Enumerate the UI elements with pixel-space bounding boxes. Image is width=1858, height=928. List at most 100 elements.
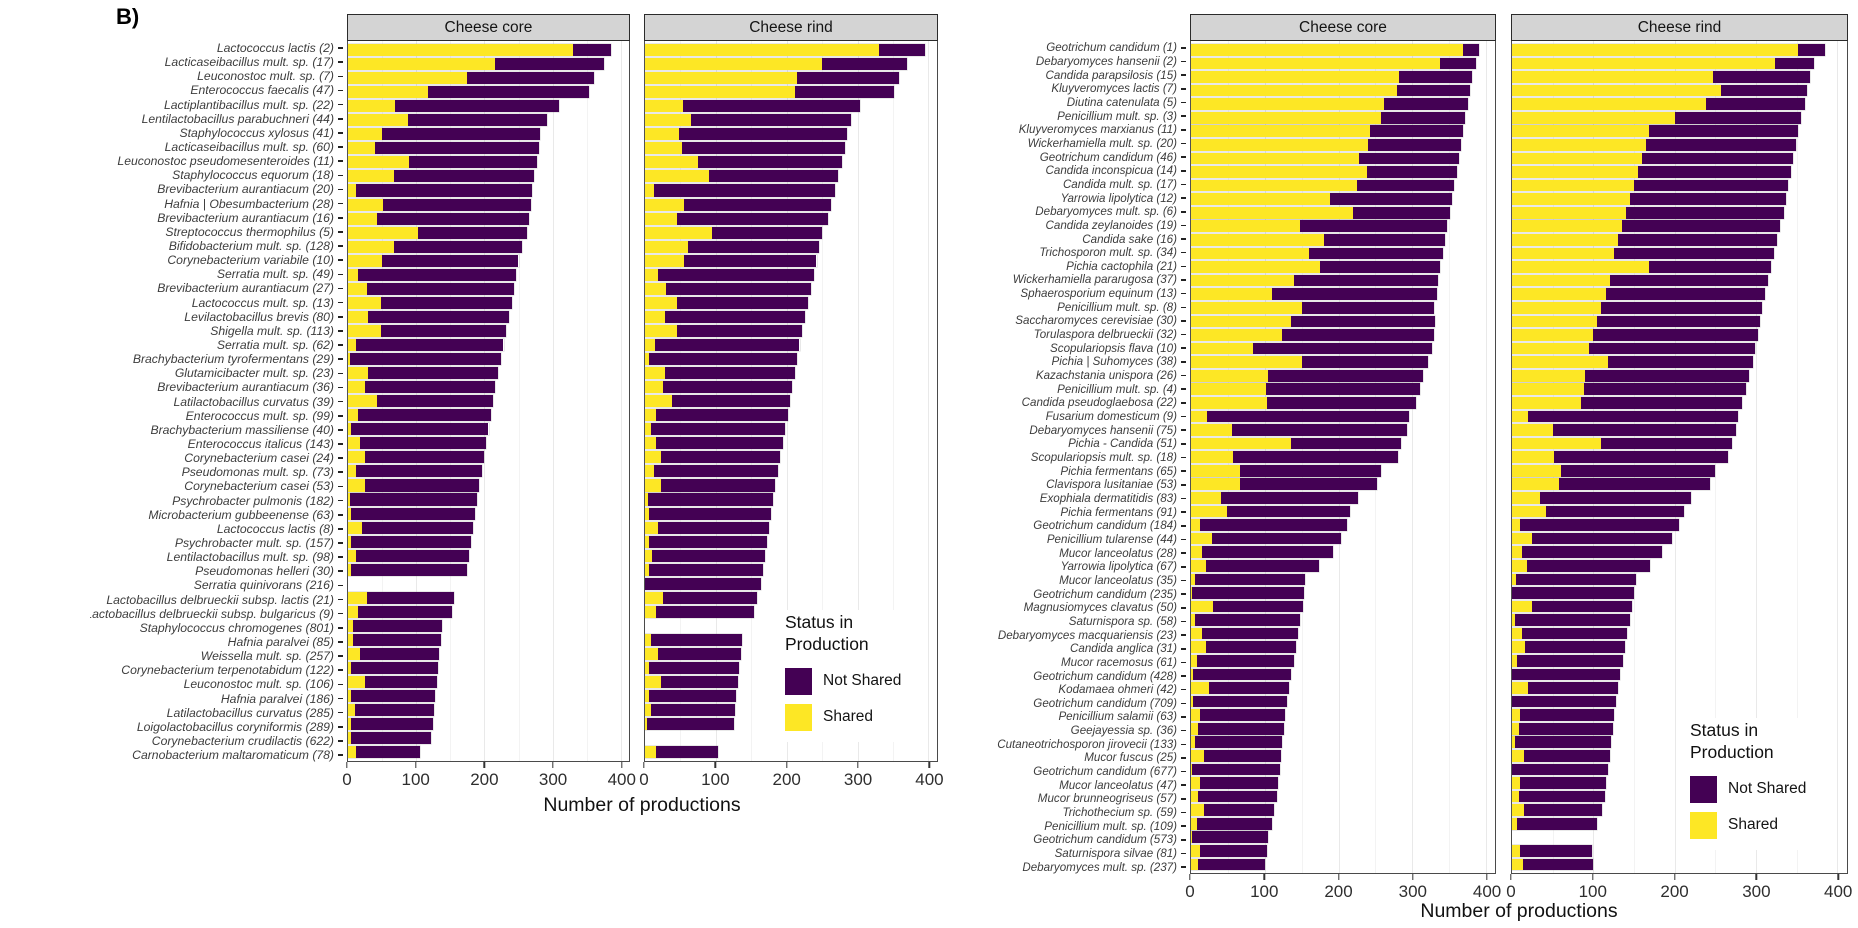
stacked-bar [348,704,434,717]
bar-row [1512,749,1847,763]
bar-segment-shared [1512,261,1649,273]
bar-row [1191,382,1495,396]
species-label-row: Mucor brunneogriseus (57) [928,792,1186,806]
x-axis-rind: 0 100 200 300 400 [1506,874,1852,904]
bar-row [1512,84,1847,98]
species-label: Exophiala dermatitidis (83) [1039,491,1177,505]
species-label: Serratia quinivorans (216) [193,578,334,593]
y-axis-tick [1181,292,1186,295]
bar-segment-not-shared [1359,152,1459,165]
bar-segment-shared [1512,410,1529,423]
bar-segment-shared [348,648,361,661]
bar-segment-not-shared [1196,817,1273,830]
bar-segment-not-shared [351,662,438,675]
x-axis-title: Number of productions [543,794,741,816]
stacked-bar [348,324,507,337]
stacked-bar [348,549,469,562]
bar-segment-not-shared [645,577,761,590]
x-tick-mark [552,762,554,768]
species-label-row: Candida anglica (31) [928,642,1186,656]
stacked-bar [348,563,467,576]
stacked-bar [1191,845,1267,857]
y-axis-tick [338,273,343,276]
y-axis-tick [1181,593,1186,595]
species-label: Loigolactobacillus coryniformis (289) [136,719,334,734]
bar-row [1512,559,1847,573]
gridline [1449,41,1451,873]
x-tick-label: 300 [538,770,568,789]
species-label: Penicillium salamii (63) [1058,710,1177,724]
bar-row [1512,491,1847,505]
x-axis-rind: 0 100 200 300 400 [639,762,944,792]
bar-segment-not-shared [655,746,718,759]
species-label: Geotrichum candidum (235) [1033,587,1177,601]
stacked-bar [645,479,776,492]
stacked-bar [1191,709,1286,721]
bar-row [348,745,629,759]
species-label-row: Microbacterium gubbeenense (63) [90,508,343,522]
bar-row [645,436,937,450]
species-label-row: Geotrichum candidum (709) [928,697,1186,711]
bar-row [645,226,937,240]
bar-row [645,183,937,197]
legend-entry-shared: Shared [1690,811,1806,839]
bar-row [645,43,937,57]
shared-swatch [1690,811,1717,839]
facet-header-cheese-core: Cheese core [1190,14,1496,41]
bar-row [645,380,937,394]
species-label-row: Kluyveromyces lactis (7) [928,82,1186,96]
y-axis-tick [1181,347,1186,350]
species-label: Latilactobacillus curvatus (285) [166,705,334,720]
x-tick-mark [1673,874,1676,880]
bar-row [645,535,937,549]
bar-segment-shared [1512,709,1521,721]
bar-row [1512,97,1847,111]
bar-segment-shared [1512,234,1618,246]
bar-segment-shared [645,114,692,127]
bar-segment-not-shared [1205,559,1319,572]
species-label: Geotrichum candidum (573) [1033,833,1177,847]
bar-segment-shared [1512,464,1561,477]
bar-segment-shared [1191,695,1194,708]
bar-segment-not-shared [494,58,604,71]
species-label-row: Geotrichum candidum (184) [928,519,1186,533]
species-label: Candida mult. sp. (17) [1062,177,1177,191]
stacked-bar [645,170,838,183]
stacked-bar [645,591,757,604]
bar-row [645,169,937,183]
bar-segment-not-shared [648,690,737,703]
y-axis-tick [338,301,343,304]
species-label-row: Exophiala dermatitidis (83) [928,492,1186,506]
gridline [857,41,859,761]
bar-row [348,57,629,71]
stacked-bar [1191,301,1435,314]
stacked-bar [1512,369,1750,382]
species-label-row: Corynebacterium casei (24) [90,451,343,465]
y-axis-tick [1181,866,1186,868]
y-axis-tick [1181,279,1186,281]
bar-segment-not-shared [664,310,806,323]
legend-entry-label: Not Shared [823,672,902,690]
species-label-row: Debaryomyces mult. sp. (6) [928,205,1186,219]
bar-segment-shared [645,338,655,352]
bar-segment-not-shared [356,549,469,562]
bar-row [1512,681,1847,695]
y-axis-tick [1181,825,1186,828]
stacked-bar [1191,111,1466,124]
bar-segment-shared [1512,125,1650,138]
bar-row [1512,138,1847,152]
x-axis-title: Number of productions [1420,900,1618,922]
bar-segment-shared [1512,573,1517,586]
bar-segment-shared [1191,763,1193,776]
species-label-row: Pichia fermentans (65) [928,464,1186,478]
bar-segment-not-shared [365,381,496,394]
species-label: Candida pseudoglaebosa (22) [1021,396,1177,410]
bar-row [1512,274,1847,288]
bar-segment-shared [348,507,351,520]
stacked-bar [1191,383,1421,396]
stacked-bar [645,493,774,506]
bar-segment-shared [1191,356,1303,368]
species-label-row: Brevibacterium aurantiacum (36) [90,380,343,394]
y-axis-tick [338,669,343,672]
bar-row [1512,464,1847,478]
